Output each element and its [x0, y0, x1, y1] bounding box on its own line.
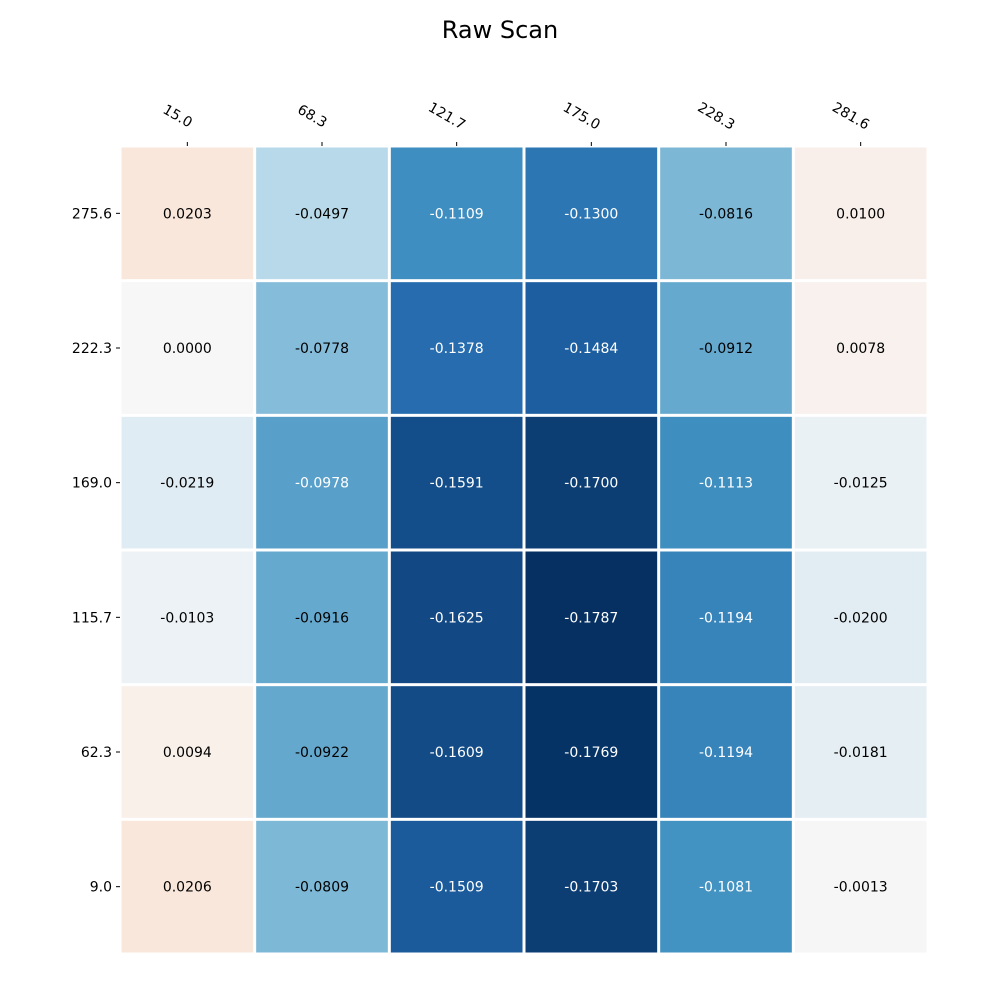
cell-value-label: -0.1787 — [564, 610, 618, 626]
heatmap-cell — [525, 686, 658, 818]
heatmap-cell — [794, 820, 927, 953]
cell-value-label: -0.0912 — [699, 341, 753, 357]
heatmap-cell — [794, 416, 927, 549]
cell-value-label: 0.0078 — [836, 341, 885, 357]
cell-value-label: -0.1769 — [564, 745, 618, 761]
heatmap-cell — [390, 147, 523, 280]
heatmap-cell — [121, 282, 254, 414]
x-tick-label: 68.3 — [295, 102, 330, 131]
heatmap-cell — [121, 551, 254, 684]
cell-value-label: -0.1113 — [699, 476, 753, 492]
heatmap-cell — [256, 551, 388, 684]
cell-value-label: 0.0000 — [163, 341, 212, 357]
y-tick-label: 115.7 — [72, 610, 112, 626]
cell-value-label: 0.0094 — [163, 745, 212, 761]
cell-value-label: 0.0100 — [836, 206, 885, 222]
cell-value-label: -0.1081 — [699, 880, 753, 896]
heatmap-cell — [256, 686, 388, 818]
heatmap-cell — [525, 416, 658, 549]
heatmap-cell — [660, 282, 792, 414]
heatmap-cell — [525, 282, 658, 414]
cell-value-label: -0.0125 — [834, 476, 888, 492]
cell-value-label: -0.0778 — [295, 341, 349, 357]
heatmap-cell — [525, 551, 658, 684]
cell-value-label: -0.1703 — [564, 880, 618, 896]
cell-value-label: -0.0181 — [834, 745, 888, 761]
heatmap-cell — [660, 820, 792, 953]
cell-value-label: -0.1378 — [430, 341, 484, 357]
x-tick-label: 228.3 — [695, 100, 738, 134]
heatmap-cell — [525, 820, 658, 953]
cell-value-label: -0.0103 — [160, 610, 214, 626]
x-tick-label: 281.6 — [829, 100, 872, 134]
heatmap-cell — [660, 147, 792, 280]
cell-value-label: -0.1109 — [430, 206, 484, 222]
y-tick-label: 9.0 — [90, 880, 112, 896]
heatmap-cell — [121, 147, 254, 280]
heatmap-cell — [390, 551, 523, 684]
y-tick-label: 222.3 — [72, 341, 112, 357]
heatmap-cell — [390, 282, 523, 414]
cell-value-label: -0.1591 — [430, 476, 484, 492]
cell-value-label: -0.0922 — [295, 745, 349, 761]
heatmap-cell — [121, 686, 254, 818]
cell-value-label: -0.0809 — [295, 880, 349, 896]
heatmap-cell — [256, 820, 388, 953]
heatmap-cell — [794, 551, 927, 684]
heatmap-cell — [794, 686, 927, 818]
x-axis-ticks: 15.0 68.3 121.7 175.0 228.3 281.6 — [160, 100, 872, 146]
y-tick-label: 275.6 — [72, 206, 112, 222]
y-tick-label: 169.0 — [72, 476, 112, 492]
heatmap-cell — [121, 820, 254, 953]
x-tick-label: 15.0 — [160, 102, 195, 131]
cell-value-label: -0.1300 — [564, 206, 618, 222]
x-tick-label: 121.7 — [425, 100, 468, 134]
heatmap-cell — [660, 416, 792, 549]
heatmap-cell — [794, 282, 927, 414]
x-tick-label: 175.0 — [560, 100, 603, 134]
cell-value-label: -0.0497 — [295, 206, 349, 222]
heatmap-cells: 0.0203 -0.0497 -0.1109 -0.1300 -0.0816 0.0100… — [121, 147, 927, 953]
heatmap-cell — [256, 416, 388, 549]
cell-value-label: -0.1194 — [699, 745, 753, 761]
cell-value-label: 0.0203 — [163, 206, 212, 222]
heatmap-cell — [390, 820, 523, 953]
cell-value-label: -0.1194 — [699, 610, 753, 626]
cell-value-label: -0.0816 — [699, 206, 753, 222]
cell-value-label: -0.1700 — [564, 476, 618, 492]
heatmap-cell — [660, 551, 792, 684]
cell-value-label: 0.0206 — [163, 880, 212, 896]
cell-value-label: -0.0013 — [834, 880, 888, 896]
heatmap-cell — [121, 416, 254, 549]
heatmap-cell — [390, 686, 523, 818]
cell-value-label: -0.0200 — [834, 610, 888, 626]
cell-value-label: -0.0978 — [295, 476, 349, 492]
cell-value-label: -0.1509 — [430, 880, 484, 896]
cell-value-label: -0.1609 — [430, 745, 484, 761]
heatmap-cell — [660, 686, 792, 818]
cell-value-label: -0.1484 — [564, 341, 618, 357]
chart-title: Raw Scan — [442, 16, 558, 44]
heatmap-cell — [390, 416, 523, 549]
cell-value-label: -0.1625 — [430, 610, 484, 626]
heatmap-cell — [794, 147, 927, 280]
y-axis-ticks: 275.6 222.3 169.0 115.7 62.3 9.0 — [72, 206, 120, 896]
heatmap-cell — [525, 147, 658, 280]
heatmap-cell — [256, 282, 388, 414]
y-tick-label: 62.3 — [81, 745, 112, 761]
cell-value-label: -0.0916 — [295, 610, 349, 626]
heatmap-cell — [256, 147, 388, 280]
cell-value-label: -0.0219 — [160, 476, 214, 492]
